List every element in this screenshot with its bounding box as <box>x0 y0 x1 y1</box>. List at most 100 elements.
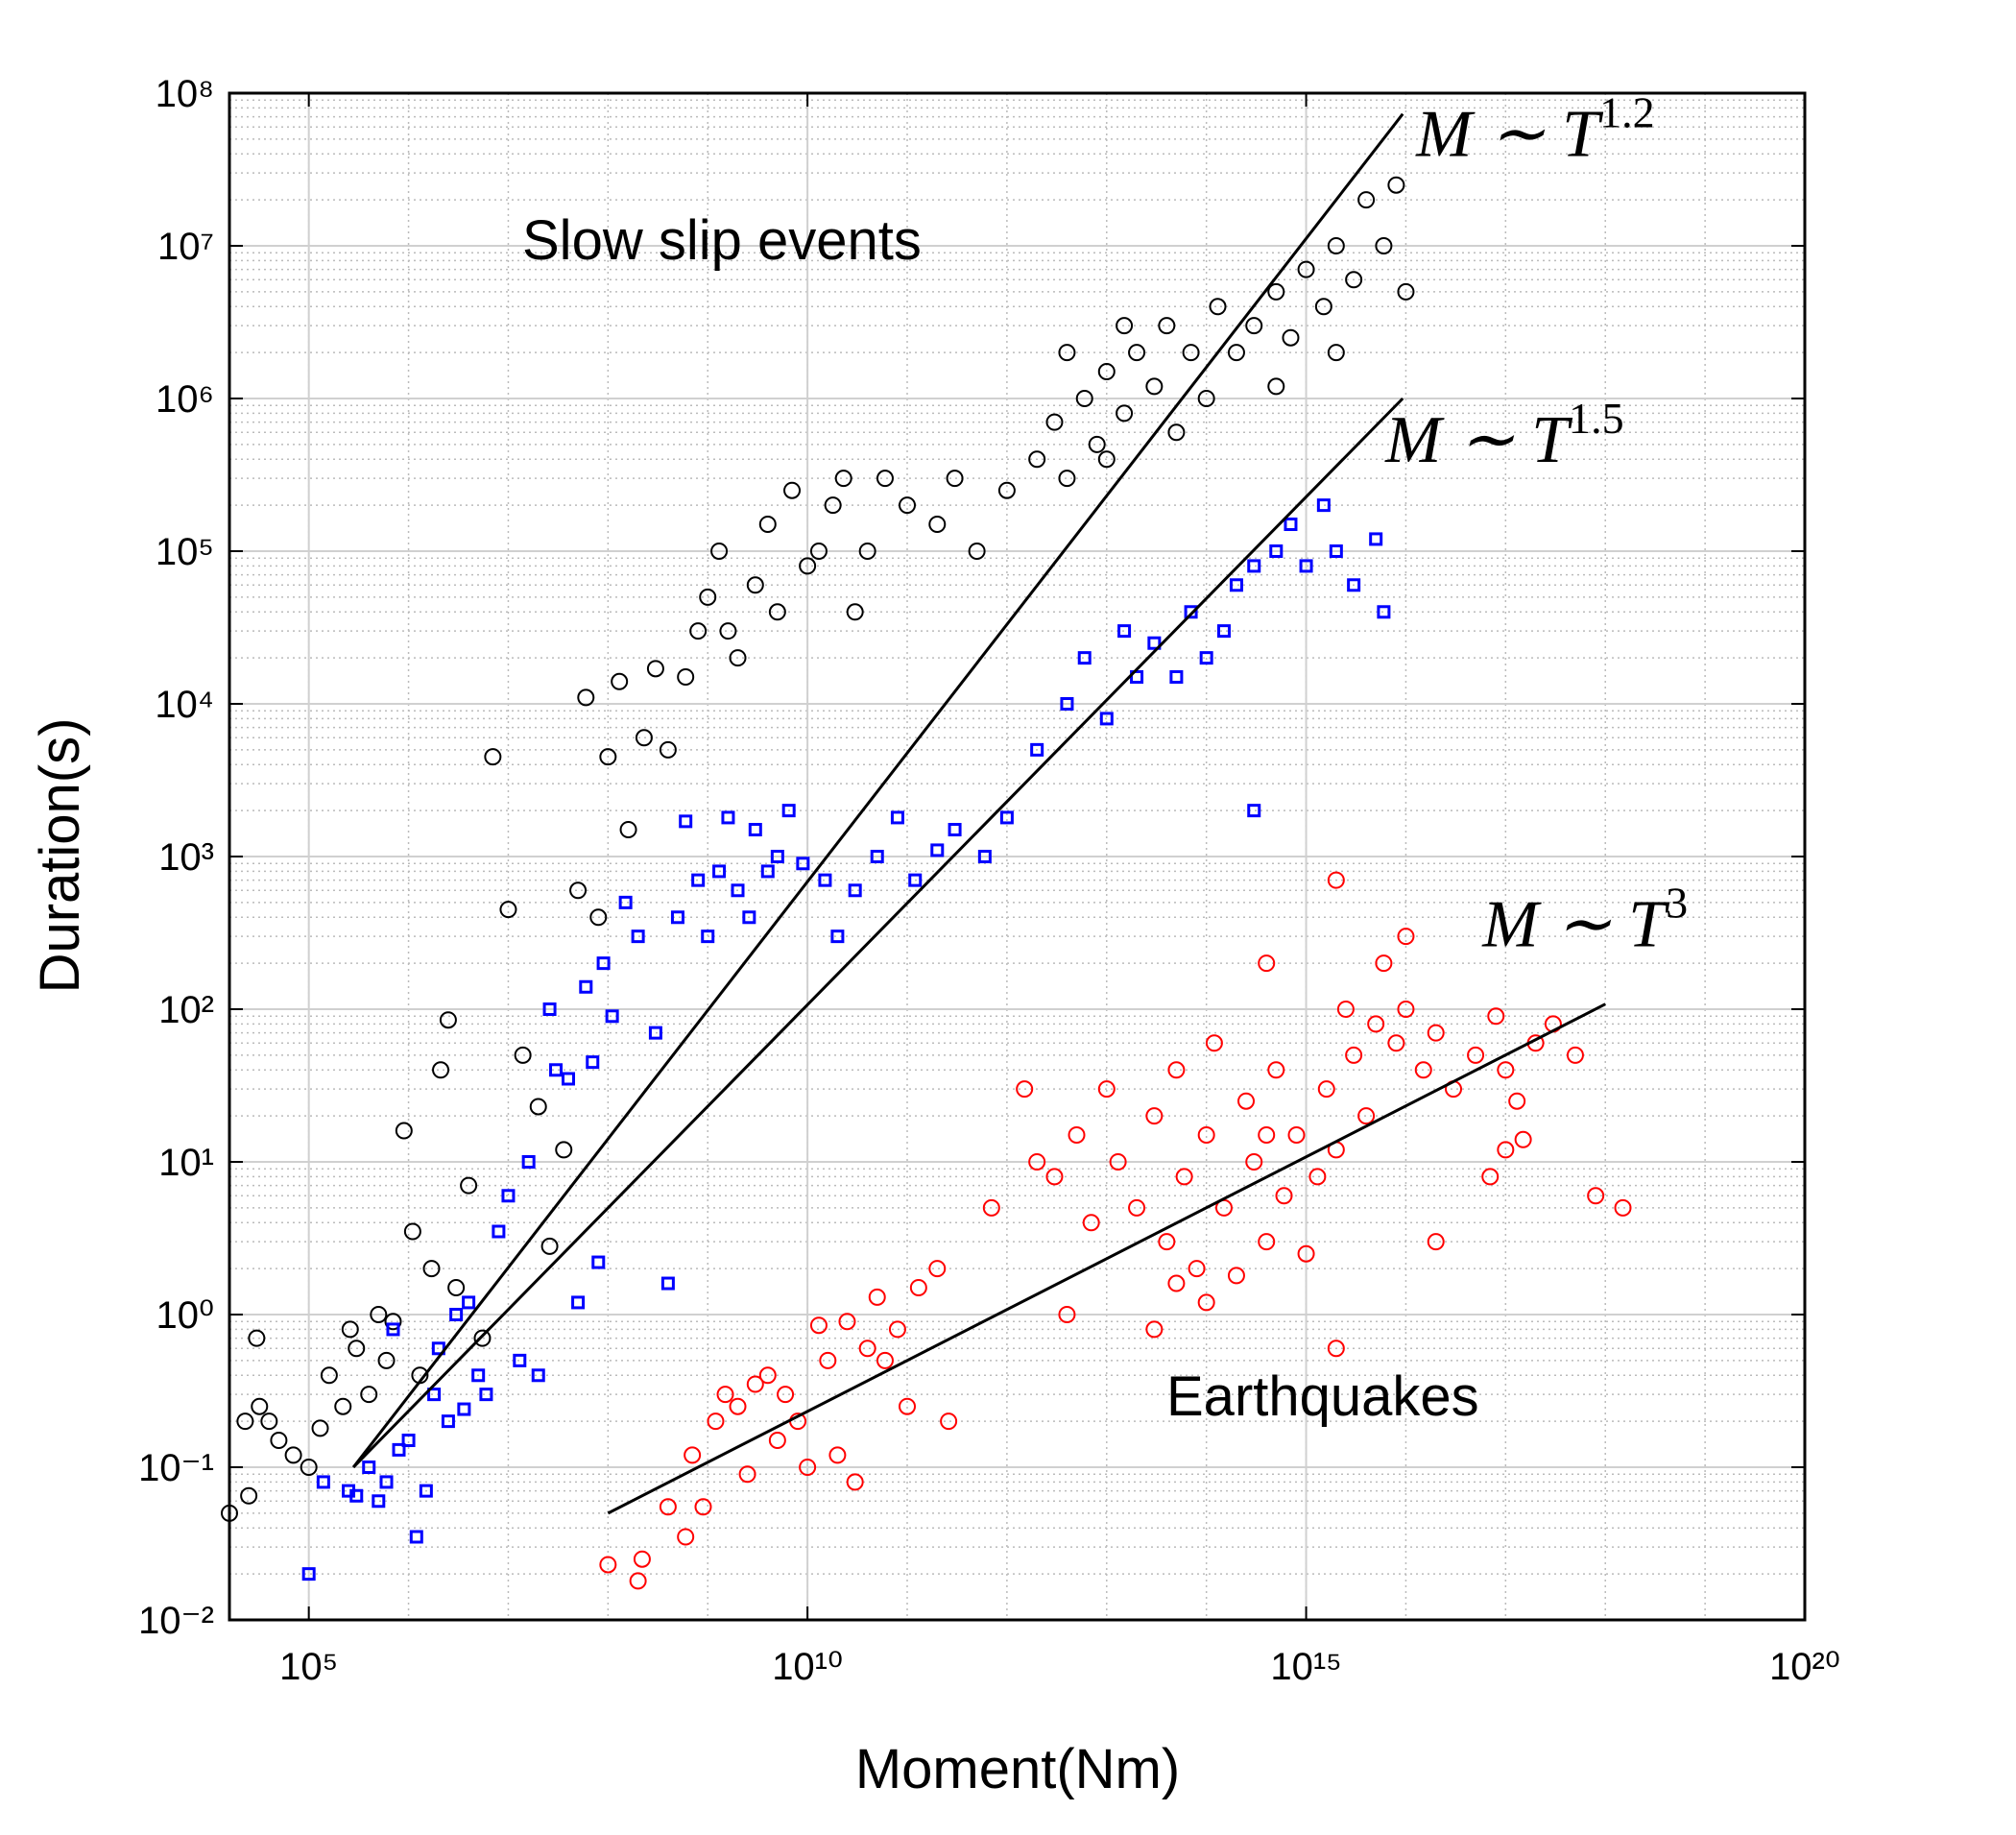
point <box>1614 1198 1632 1217</box>
fit-label-exponent: 1.5 <box>1569 394 1624 443</box>
x-tick-label: 10¹⁵ <box>1270 1646 1341 1688</box>
point <box>809 1316 828 1335</box>
point <box>828 1446 847 1464</box>
point <box>819 1351 837 1369</box>
point <box>605 1009 619 1024</box>
point <box>1267 282 1285 301</box>
point <box>1387 176 1405 194</box>
annotation: Slow slip events <box>522 209 922 272</box>
point <box>1329 544 1343 558</box>
point <box>834 470 852 488</box>
point <box>1481 1168 1500 1186</box>
point <box>783 481 802 499</box>
point <box>701 930 715 944</box>
point <box>1247 804 1261 818</box>
point <box>599 748 617 766</box>
point <box>1317 1080 1335 1099</box>
point <box>796 857 810 871</box>
point <box>1082 1214 1100 1232</box>
point <box>1508 1092 1526 1110</box>
point <box>1197 1293 1215 1312</box>
point <box>1587 1187 1605 1205</box>
point <box>1227 344 1245 362</box>
point <box>569 881 588 900</box>
point <box>846 1473 864 1491</box>
point <box>729 649 747 667</box>
point <box>619 821 637 839</box>
point <box>360 1386 378 1404</box>
point <box>1282 328 1300 347</box>
point <box>320 1366 338 1385</box>
point <box>1058 470 1076 488</box>
point <box>392 1442 406 1457</box>
point <box>555 1141 573 1159</box>
point <box>1060 697 1074 711</box>
point <box>341 1320 359 1339</box>
point <box>1414 1061 1432 1079</box>
axes: 10⁻² 10⁻¹ 10⁰ 10¹ 10² 10³ 10⁴ 10⁵ 10⁶ 10⁷ 10⁸ 10⁵ 10… <box>138 73 1840 1688</box>
point <box>1247 559 1261 573</box>
point <box>799 1459 817 1476</box>
point <box>899 496 917 515</box>
point <box>1287 1126 1306 1145</box>
plot-frame <box>228 91 1807 1622</box>
point <box>818 873 832 887</box>
point <box>1316 498 1331 513</box>
y-tick-label: 10⁶ <box>156 378 214 421</box>
point <box>1199 651 1213 665</box>
point <box>1327 1340 1345 1358</box>
point <box>386 1322 400 1337</box>
point <box>670 910 684 925</box>
point <box>447 1279 466 1297</box>
point <box>589 908 608 927</box>
point <box>439 1011 457 1029</box>
point <box>596 956 611 971</box>
point <box>1258 954 1276 973</box>
point <box>940 1412 958 1431</box>
point <box>781 804 796 818</box>
point <box>712 864 727 879</box>
point <box>403 1222 421 1241</box>
point <box>648 1026 662 1040</box>
point <box>1167 1274 1186 1292</box>
point <box>1297 260 1315 278</box>
fit-label-base: M ∼ T <box>1415 98 1604 172</box>
point <box>1128 1198 1146 1217</box>
y-tick-label: 10¹ <box>158 1142 214 1184</box>
point <box>731 883 745 898</box>
point <box>301 1567 316 1581</box>
point <box>1497 1141 1515 1159</box>
point <box>1237 1092 1256 1110</box>
point <box>484 748 502 766</box>
point <box>1058 1306 1076 1323</box>
point <box>1116 404 1134 423</box>
point <box>1336 1001 1355 1018</box>
point <box>499 901 517 919</box>
point <box>549 1063 564 1077</box>
fit-label: M ∼ T1.5 <box>1384 394 1623 477</box>
point <box>492 1224 506 1239</box>
point <box>348 1340 366 1358</box>
point <box>721 810 735 825</box>
point <box>742 910 756 925</box>
point <box>449 1308 464 1321</box>
point <box>1245 1153 1263 1171</box>
point <box>457 1402 471 1416</box>
point <box>710 543 729 560</box>
point <box>529 1098 547 1116</box>
point <box>1045 413 1064 431</box>
point <box>1269 544 1284 558</box>
point <box>1284 518 1298 532</box>
point <box>691 873 706 887</box>
point <box>1158 1233 1176 1251</box>
point <box>1487 1007 1505 1026</box>
point <box>1117 624 1132 639</box>
y-tick-label: 10⁻¹ <box>138 1447 214 1489</box>
point <box>631 930 645 944</box>
point <box>948 823 962 837</box>
point <box>758 516 777 534</box>
point <box>1216 624 1231 639</box>
point <box>1345 271 1363 289</box>
point <box>370 1306 388 1323</box>
point <box>888 1320 906 1339</box>
